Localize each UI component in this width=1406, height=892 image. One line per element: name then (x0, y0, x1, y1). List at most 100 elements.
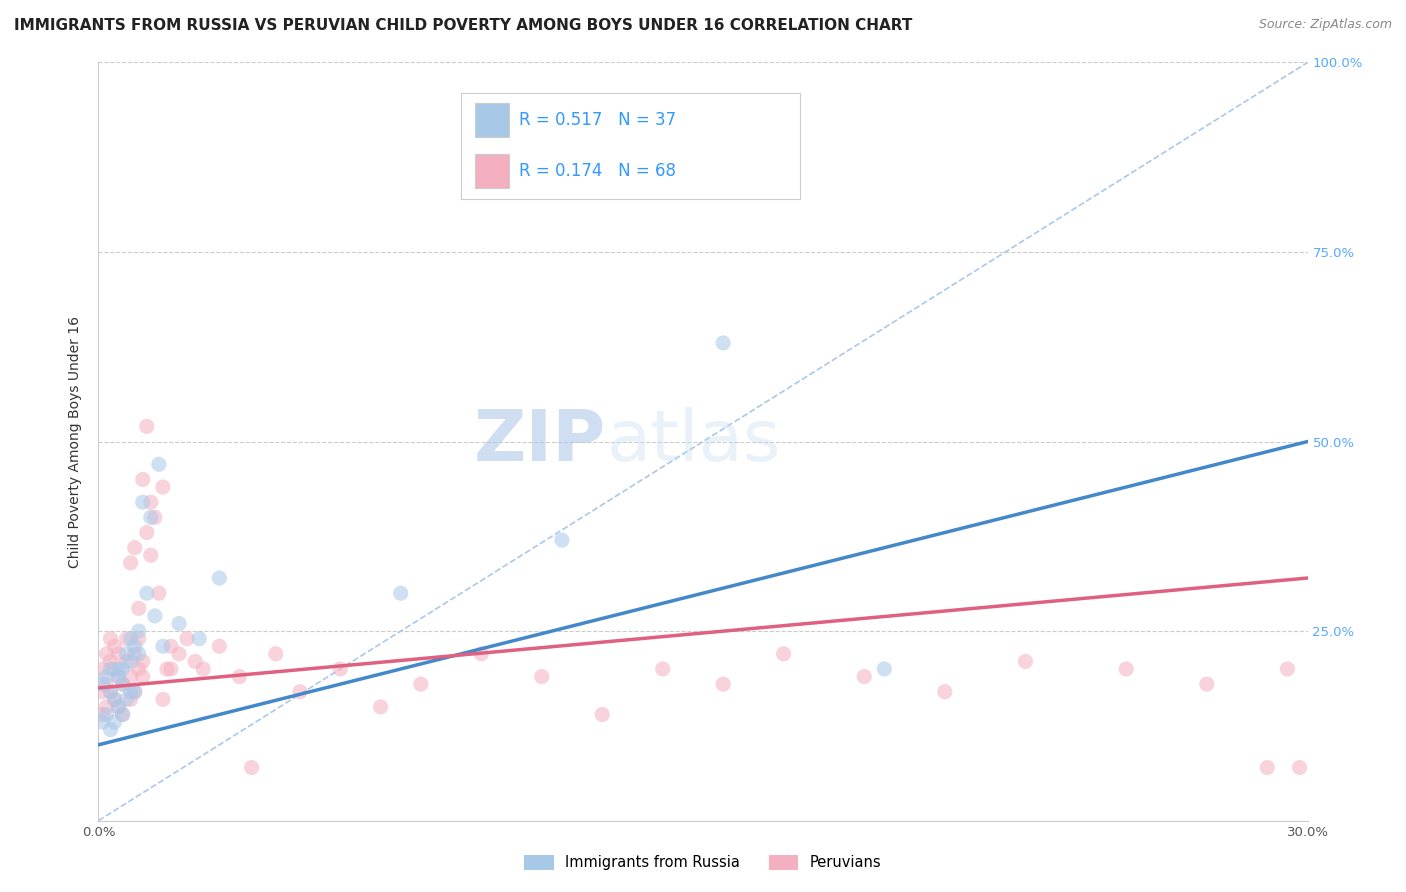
Point (167, 616, 190, 631)
Point (132, 495, 155, 509)
Point (934, 685, 956, 699)
Point (91, 662, 114, 676)
Point (91, 707, 114, 722)
Point (103, 692, 125, 706)
Point (132, 473, 155, 487)
Point (111, 677, 134, 691)
Point (132, 655, 155, 669)
Point (96, 707, 118, 722)
Point (139, 548, 162, 563)
Point (148, 586, 170, 600)
Point (1256, 760, 1278, 774)
Point (107, 669, 129, 683)
Point (111, 677, 134, 691)
Point (120, 655, 142, 669)
Text: Source: ZipAtlas.com: Source: ZipAtlas.com (1258, 18, 1392, 31)
Point (470, 647, 492, 661)
Point (148, 458, 170, 472)
Point (111, 662, 134, 676)
Point (135, 525, 157, 540)
Point (100, 662, 122, 676)
Point (1195, 677, 1218, 691)
Text: IMMIGRANTS FROM RUSSIA VS PERUVIAN CHILD POVERTY AMONG BOYS UNDER 16 CORRELATION: IMMIGRANTS FROM RUSSIA VS PERUVIAN CHILD… (14, 18, 912, 33)
Point (128, 647, 150, 661)
Point (115, 655, 138, 669)
Point (124, 685, 146, 699)
Point (124, 639, 146, 653)
Point (193, 662, 215, 676)
Point (100, 685, 122, 699)
Point (103, 715, 125, 730)
Point (651, 662, 673, 676)
Point (1277, 662, 1299, 676)
Point (409, 677, 432, 691)
Point (100, 655, 122, 669)
Point (143, 608, 166, 623)
Point (711, 677, 734, 691)
Y-axis label: Child Poverty Among Boys Under 16: Child Poverty Among Boys Under 16 (69, 316, 83, 567)
Legend: Immigrants from Russia, Peruvians: Immigrants from Russia, Peruvians (519, 848, 887, 876)
Point (124, 685, 146, 699)
Point (128, 662, 150, 676)
Point (167, 647, 190, 661)
Point (152, 639, 174, 653)
Point (128, 601, 150, 615)
Point (96, 677, 118, 691)
Point (124, 647, 146, 661)
Point (1288, 760, 1310, 774)
Point (124, 541, 146, 555)
Point (139, 510, 162, 524)
Point (370, 699, 392, 714)
Point (152, 480, 174, 494)
Point (103, 692, 125, 706)
Point (853, 669, 876, 683)
Point (120, 669, 142, 683)
Point (135, 586, 157, 600)
Point (156, 662, 179, 676)
Point (240, 760, 263, 774)
Point (152, 692, 174, 706)
Point (96, 699, 118, 714)
Point (184, 655, 207, 669)
Point (132, 669, 155, 683)
Point (107, 662, 129, 676)
Point (96, 669, 118, 683)
Point (115, 692, 138, 706)
Point (91, 715, 114, 730)
Point (115, 647, 138, 661)
Point (135, 419, 157, 434)
Point (591, 707, 613, 722)
Point (772, 647, 794, 661)
Point (107, 647, 129, 661)
Point (873, 662, 896, 676)
Point (139, 495, 162, 509)
Point (103, 639, 125, 653)
Point (91, 677, 114, 691)
Point (91, 685, 114, 699)
Point (120, 632, 142, 646)
Point (107, 699, 129, 714)
Point (1115, 662, 1137, 676)
Point (551, 533, 574, 548)
Point (107, 699, 129, 714)
Text: ZIP: ZIP (474, 407, 606, 476)
Point (120, 692, 142, 706)
Point (120, 556, 142, 570)
Point (128, 624, 150, 639)
Point (111, 707, 134, 722)
Point (208, 571, 231, 585)
Point (143, 510, 166, 524)
Point (160, 639, 183, 653)
Point (288, 685, 311, 699)
Point (120, 685, 142, 699)
Point (530, 669, 553, 683)
Point (188, 632, 211, 646)
Point (264, 647, 287, 661)
Point (176, 632, 198, 646)
Point (107, 669, 129, 683)
Point (100, 723, 122, 737)
Point (115, 632, 138, 646)
Point (100, 632, 122, 646)
Point (208, 639, 231, 653)
Point (329, 662, 352, 676)
